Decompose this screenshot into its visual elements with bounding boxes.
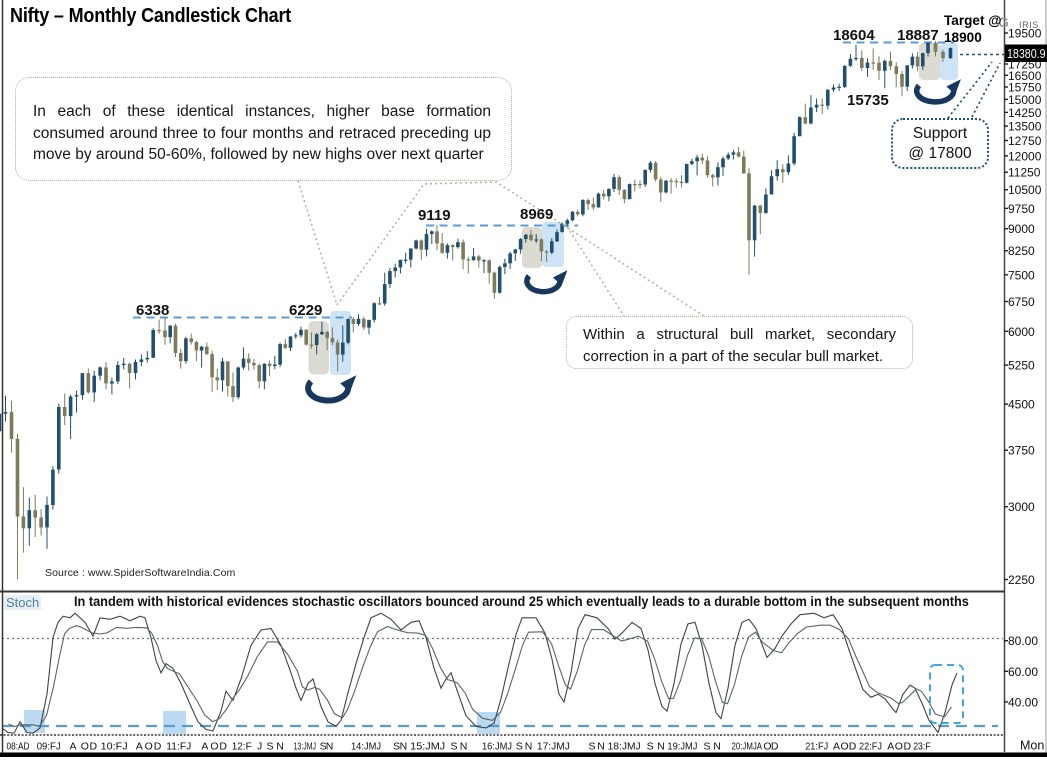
svg-text:4500: 4500 [1008,398,1035,412]
svg-text:D: D [154,741,162,753]
svg-text:15:JMJ: 15:JMJ [410,741,445,753]
svg-text:S: S [320,741,327,753]
svg-text:7500: 7500 [1008,268,1035,282]
svg-text:13500: 13500 [1008,120,1042,134]
svg-text:08:AD: 08:AD [7,741,30,753]
svg-text:14:JMJ: 14:JMJ [351,741,381,753]
svg-text:16500: 16500 [1008,69,1042,83]
svg-text:N: N [400,741,408,753]
svg-text:A: A [201,741,208,753]
svg-text:3750: 3750 [1008,444,1035,458]
svg-text:A: A [887,741,894,753]
svg-text:S: S [647,741,654,753]
svg-text:A: A [136,741,143,753]
svg-text:N: N [276,741,284,753]
svg-text:19:JMJ: 19:JMJ [667,741,697,753]
svg-text:17250: 17250 [1008,58,1042,72]
svg-text:23:F: 23:F [913,741,931,753]
svg-text:N: N [597,741,605,753]
svg-text:6000: 6000 [1008,325,1035,339]
svg-text:09:FJ: 09:FJ [37,741,61,753]
svg-text:21:FJ: 21:FJ [805,741,828,753]
svg-text:D: D [219,741,227,753]
svg-text:10:FJ: 10:FJ [101,741,128,753]
svg-text:13:JMJ: 13:JMJ [294,741,317,753]
svg-text:J: J [257,741,262,753]
svg-text:5250: 5250 [1008,359,1035,373]
svg-text:S: S [450,741,457,753]
svg-text:60.00: 60.00 [1008,665,1038,679]
svg-text:40.00: 40.00 [1008,695,1038,709]
svg-text:Mon: Mon [1020,739,1044,753]
svg-text:S: S [703,741,710,753]
svg-text:14250: 14250 [1008,106,1042,120]
svg-text:15750: 15750 [1008,81,1042,95]
svg-text:2250: 2250 [1008,573,1035,587]
svg-text:A: A [833,741,840,753]
svg-text:S: S [516,741,523,753]
svg-text:11250: 11250 [1008,166,1041,180]
svg-text:N: N [657,741,665,753]
svg-text:S: S [266,741,273,753]
svg-text:A: A [69,741,76,753]
svg-text:10500: 10500 [1008,183,1042,197]
svg-text:S: S [393,741,400,753]
svg-text:O: O [145,741,153,753]
svg-text:16:JMJ: 16:JMJ [482,741,512,753]
svg-text:O: O [81,741,89,753]
svg-text:9750: 9750 [1008,202,1035,216]
svg-text:12750: 12750 [1008,134,1042,148]
svg-text:D: D [90,741,98,753]
svg-text:O: O [763,741,771,753]
svg-text:N: N [460,741,468,753]
svg-text:D: D [849,741,857,753]
svg-text:6750: 6750 [1008,295,1035,309]
svg-text:8250: 8250 [1008,244,1035,258]
svg-text:12:F: 12:F [232,741,252,753]
svg-text:20:JMJA: 20:JMJA [732,741,763,753]
svg-text:9000: 9000 [1008,222,1035,236]
svg-text:18:JMJ: 18:JMJ [608,741,641,753]
svg-text:D: D [904,741,912,753]
svg-text:N: N [713,741,721,753]
svg-text:O: O [895,741,903,753]
svg-text:N: N [326,741,334,753]
svg-text:O: O [841,741,849,753]
svg-text:N: N [525,741,533,753]
svg-text:11:FJ: 11:FJ [166,741,191,753]
svg-text:O: O [210,741,218,753]
svg-text:S: S [588,741,595,753]
svg-text:22:FJ: 22:FJ [859,741,882,753]
svg-text:17:JMJ: 17:JMJ [537,741,570,753]
svg-text:3000: 3000 [1008,500,1035,514]
svg-text:80.00: 80.00 [1008,634,1038,648]
svg-text:18380.9: 18380.9 [1007,46,1046,61]
svg-text:12000: 12000 [1008,149,1042,163]
svg-text:19500: 19500 [1008,27,1042,41]
svg-text:D: D [771,741,779,753]
svg-text:15000: 15000 [1008,93,1042,107]
